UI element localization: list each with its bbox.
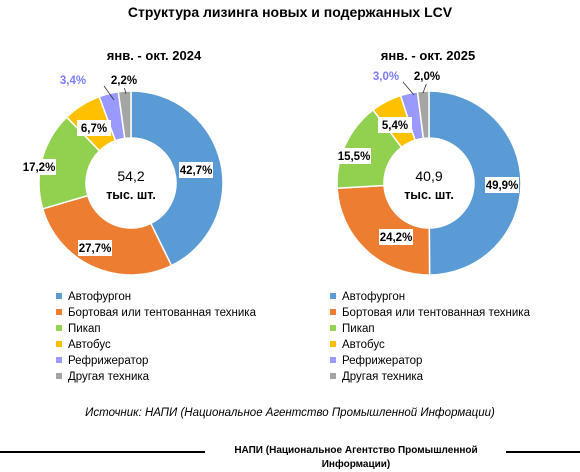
slice-label: 49,9%: [486, 180, 519, 192]
slice-label-bg: [78, 240, 112, 256]
chart-subtitle-2024: янв. - окт. 2024: [106, 48, 202, 63]
slice-label: 24,2%: [380, 232, 413, 244]
footer-rule-right: [506, 451, 580, 453]
legend-swatch: [56, 341, 62, 347]
chart-title: Структура лизинга новых и подержанных LC…: [127, 4, 453, 20]
legend-label: Автофургон: [342, 291, 406, 303]
legend-label: Рефрижератор: [342, 355, 423, 367]
slice-label: 42,7%: [180, 165, 213, 177]
slice-другая-техника: [416, 90, 430, 140]
footer-text: НАПИ (Национальное Агентство Промышленно…: [234, 445, 478, 470]
slice-label-bg: [410, 70, 444, 84]
slice-label: 5,4%: [382, 120, 408, 132]
leader-line: [402, 81, 415, 96]
slice-label: 2,2%: [111, 75, 137, 87]
legend-item-другая-техника: Другая техника: [56, 369, 256, 385]
legend-item-пикап: Пикап: [330, 321, 530, 337]
legend-label: Другая техника: [68, 371, 150, 383]
legend-label: Автобус: [68, 339, 111, 351]
legend-swatch: [56, 373, 62, 379]
slice-label-bg: [107, 72, 141, 88]
legend-2024: Автофургон Бортовая или тентованная техни…: [56, 289, 256, 385]
legend-label: Рефрижератор: [68, 355, 149, 367]
slice-label-bg: [22, 159, 56, 175]
legend-item-автобус: Автобус: [56, 337, 256, 353]
legend-item-автофургон: Автофургон: [56, 289, 256, 305]
donut-chart-2025: 49,9% 24,2% 15,5% 5,4% 3,0% 2,0% 40,9 тыс. шт.: [336, 70, 522, 276]
legend-label: Другая техника: [342, 371, 424, 383]
legend-swatch: [330, 373, 336, 379]
slice-label: 3,4%: [60, 75, 86, 87]
legend-label: Пикап: [68, 323, 101, 335]
legend-item-пикап: Пикап: [56, 321, 256, 337]
slice-label-bg: [485, 177, 519, 193]
legend-label: Автобус: [342, 339, 385, 351]
center-value: 54,2: [117, 168, 144, 184]
legend-item-бортовая-или-тентованная-техника: Бортовая или тентованная техника: [56, 305, 256, 321]
center-unit: тыс. шт.: [106, 188, 156, 202]
legend-item-рефрижератор: Рефрижератор: [330, 353, 530, 369]
legend-swatch: [56, 293, 62, 299]
slice-label-bg: [179, 162, 213, 178]
legend-swatch: [330, 293, 336, 299]
chart-page: Структура лизинга новых и подержанных LC…: [0, 4, 580, 470]
footer-rule-left: [0, 451, 205, 453]
center-unit: тыс. шт.: [404, 188, 454, 202]
legend-label: Пикап: [342, 323, 375, 335]
slice-другая-техника: [117, 90, 132, 140]
legend-swatch: [330, 309, 336, 315]
slice-label-bg: [369, 70, 403, 84]
slice-label: 27,7%: [79, 243, 112, 255]
chart-subtitle-2025: янв. - окт. 2025: [380, 48, 476, 63]
slice-label-bg: [337, 148, 371, 164]
legend-label: Автофургон: [68, 291, 132, 303]
slice-автофургон: [130, 90, 224, 267]
legend-label: Бортовая или тентованная техника: [342, 307, 530, 319]
center-value: 40,9: [415, 168, 442, 184]
legend-item-автобус: Автобус: [330, 337, 530, 353]
legend-swatch: [330, 357, 336, 363]
slice-автофургон: [428, 90, 522, 276]
slice-label: 17,2%: [23, 162, 56, 174]
slice-label: 2,0%: [414, 71, 440, 83]
slice-label-bg: [379, 229, 413, 245]
legend-swatch: [330, 325, 336, 331]
slice-label: 6,7%: [81, 123, 107, 135]
legend-label: Бортовая или тентованная техника: [68, 307, 256, 319]
legend-2025: Автофургон Бортовая или тентованная техни…: [330, 289, 530, 385]
slice-label-bg: [378, 117, 412, 133]
legend-item-автофургон: Автофургон: [330, 289, 530, 305]
legend-swatch: [330, 341, 336, 347]
slice-label: 15,5%: [338, 151, 371, 163]
source-note: Источник: НАПИ (Национальное Агентство П…: [85, 407, 495, 419]
footer: НАПИ (Национальное Агентство Промышленно…: [0, 444, 580, 470]
slice-бортовая-или-тентованная-техника: [41, 194, 173, 276]
legend-swatch: [56, 309, 62, 315]
legend-swatch: [56, 357, 62, 363]
legend-item-другая-техника: Другая техника: [330, 369, 530, 385]
slice-label-bg: [56, 72, 90, 88]
legend-item-бортовая-или-тентованная-техника: Бортовая или тентованная техника: [330, 305, 530, 321]
slice-label: 3,0%: [373, 71, 399, 83]
legend-item-рефрижератор: Рефрижератор: [56, 353, 256, 369]
legend-swatch: [56, 325, 62, 331]
leader-line: [103, 85, 115, 101]
slice-label-bg: [77, 120, 111, 136]
donut-chart-2024: 42,7% 27,7% 17,2% 6,7% 3,4% 2,2% 54,2 тыс. шт.: [22, 72, 224, 276]
